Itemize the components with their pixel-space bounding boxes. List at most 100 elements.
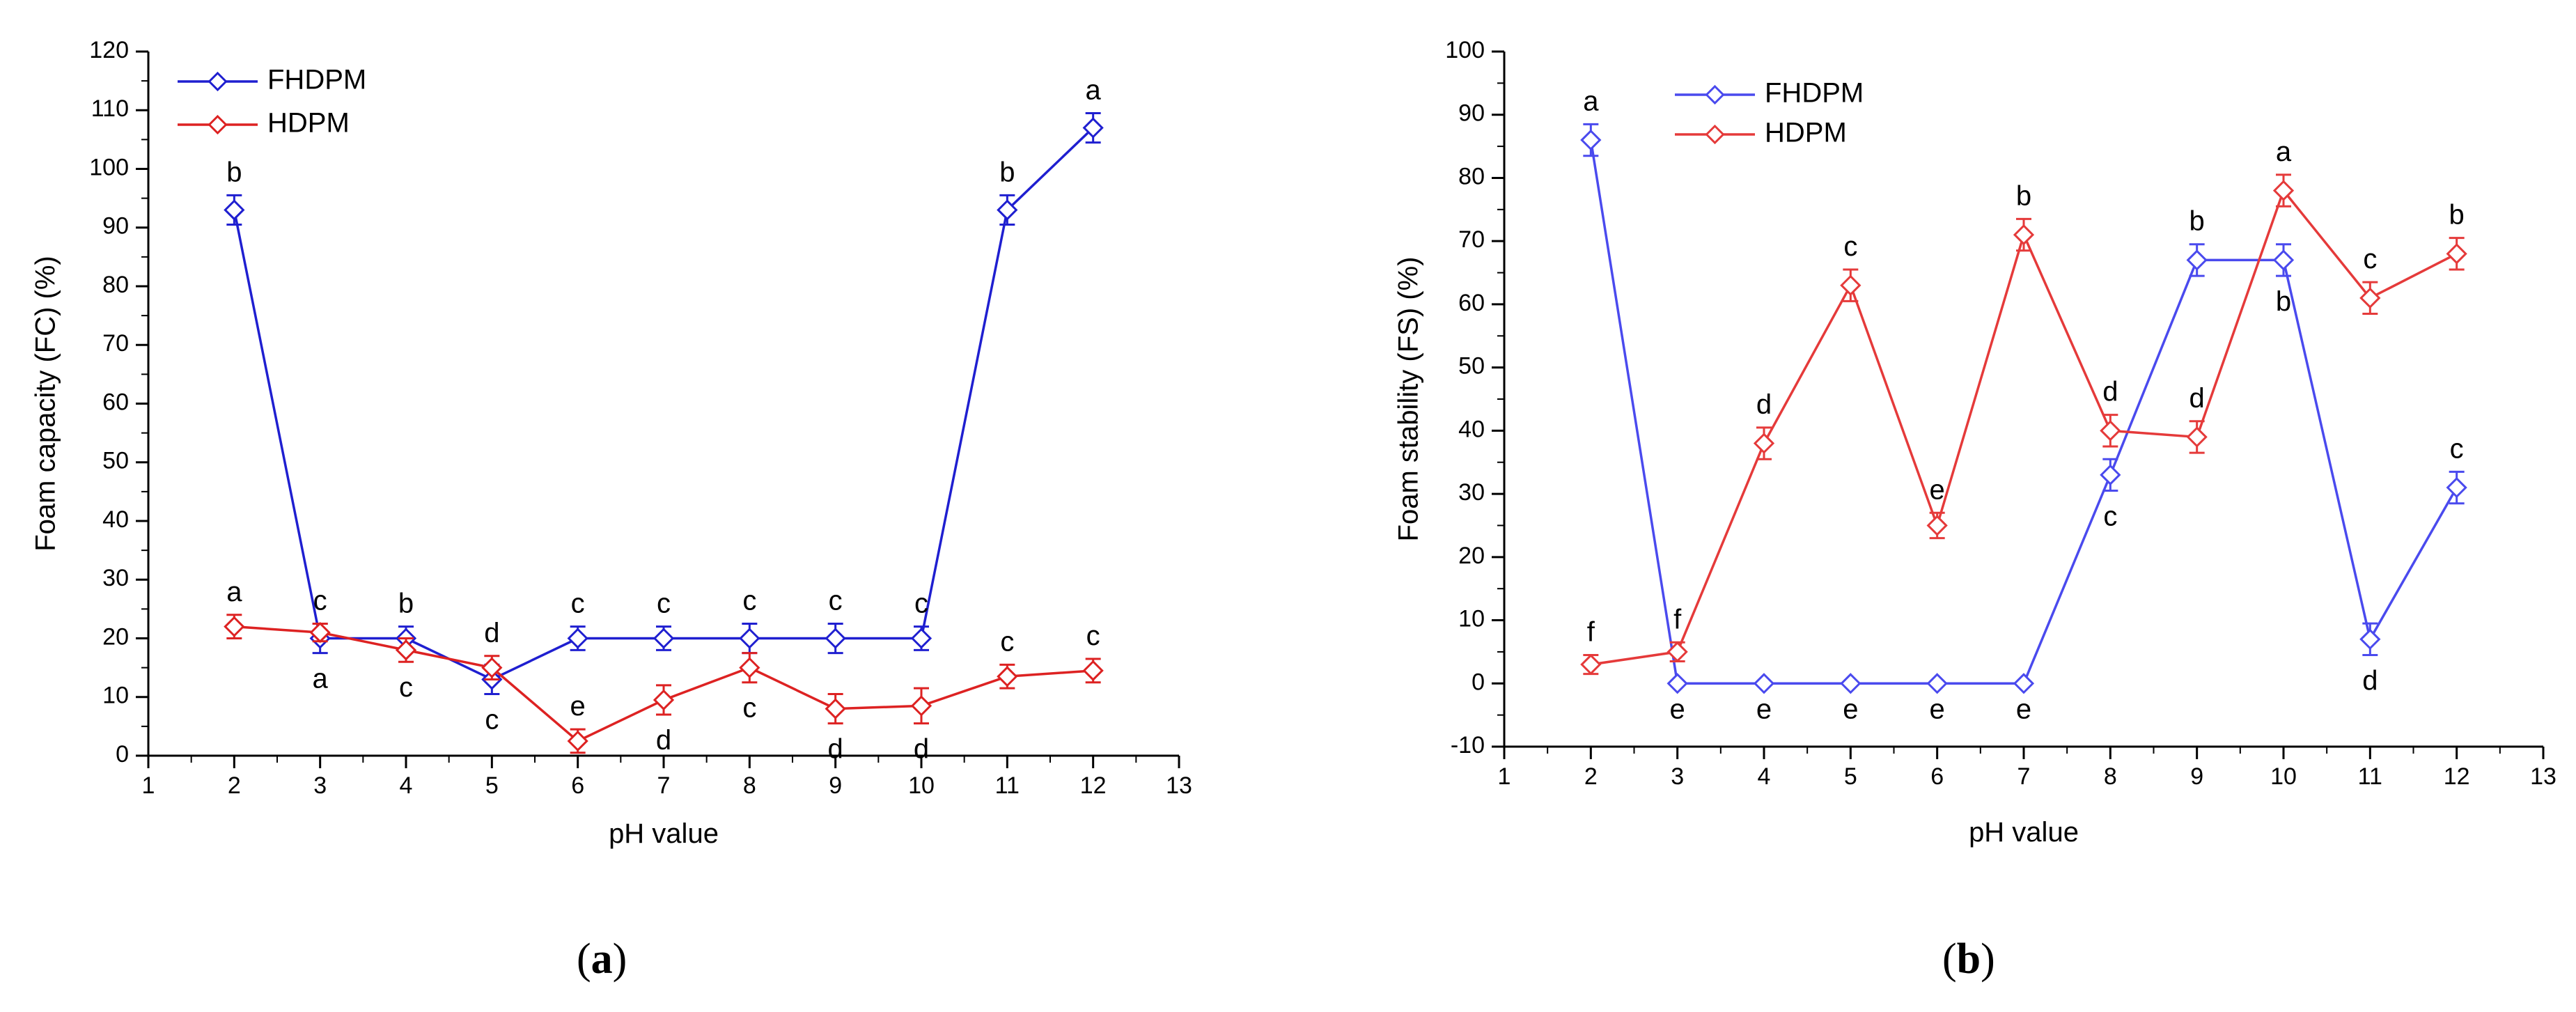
chart-a-y-tick-label: 120 xyxy=(89,37,129,63)
chart-a-x-tick-label: 4 xyxy=(400,772,413,799)
chart-b-series-hdpm-significance-letter: a xyxy=(2276,137,2292,167)
chart-b-y-axis-label: Foam stability (FS) (%) xyxy=(1394,257,1424,542)
chart-b-series-hdpm-point xyxy=(1926,515,1948,536)
chart-b-series-hdpm-point xyxy=(2186,426,2208,448)
chart-b-series-hdpm-significance-letter: c xyxy=(2363,244,2377,274)
chart-a-series-hdpm-legend-label: HDPM xyxy=(267,108,350,139)
chart-b-series-hdpm-point xyxy=(2013,224,2035,246)
chart-a-y-tick-label: 40 xyxy=(102,506,129,533)
chart-b-series-hdpm-significance-letter: f xyxy=(1587,616,1595,647)
chart-b-series-fhdpm-significance-letter: b xyxy=(2189,206,2205,237)
chart-b-x-tick-label: 10 xyxy=(2270,763,2297,790)
chart-a-y-tick-label: 80 xyxy=(102,272,129,298)
chart-a-x-tick-label: 11 xyxy=(995,772,1020,799)
chart-b-y-tick-label: 30 xyxy=(1458,479,1485,506)
chart-a-series-hdpm-point xyxy=(1082,660,1104,681)
chart-a-x-tick-label: 9 xyxy=(829,772,842,799)
chart-b-x-axis-label: pH value xyxy=(1969,817,2079,848)
chart-b-series-hdpm-point xyxy=(1753,433,1775,454)
chart-b-x-tick-label: 13 xyxy=(2530,763,2557,790)
chart-a-series-hdpm-significance-letter: c xyxy=(399,672,413,703)
chart-b-series-fhdpm-significance-letter: c xyxy=(2450,433,2464,464)
chart-a-series-hdpm-significance-letter: c xyxy=(742,693,756,724)
chart-b-x-tick-label: 9 xyxy=(2190,763,2203,790)
chart-a-y-tick-label: 100 xyxy=(89,154,129,180)
chart-b-y-tick-label: 90 xyxy=(1458,100,1485,127)
chart-a-series-fhdpm-significance-letter: a xyxy=(313,664,329,694)
chart-a-series-fhdpm-significance-letter: b xyxy=(226,157,242,187)
chart-a-series-fhdpm-point xyxy=(1082,117,1104,139)
chart-a-series-hdpm-point xyxy=(910,695,932,717)
chart-b-series-hdpm-point xyxy=(2100,420,2121,442)
chart-a-series-fhdpm-point xyxy=(825,628,846,649)
chart-a-series-fhdpm-significance-letter: b xyxy=(999,157,1015,187)
chart-b-series-fhdpm-significance-letter: e xyxy=(1670,694,1685,724)
chart-b-series-hdpm-significance-letter: d xyxy=(2102,377,2118,407)
chart-a-series-hdpm-significance-letter: d xyxy=(484,618,499,648)
chart-b-series-hdpm-point xyxy=(1580,653,1602,676)
chart-a-series-hdpm-point xyxy=(567,730,588,752)
chart-a-series-fhdpm-significance-letter: c xyxy=(485,705,499,735)
chart-b-series-fhdpm-significance-letter: b xyxy=(2276,286,2291,317)
chart-b-series-hdpm-point xyxy=(1666,641,1688,663)
chart-b-x-tick-label: 3 xyxy=(1671,763,1684,790)
chart-b-series-fhdpm-point xyxy=(1666,673,1688,694)
chart-b-series-hdpm-line xyxy=(1591,188,2458,666)
chart-b-series-fhdpm-significance-letter: e xyxy=(2016,694,2031,724)
chart-b-y-tick-label: 40 xyxy=(1458,416,1485,442)
chart-b-series-hdpm-significance-letter: c xyxy=(1843,231,1857,262)
chart-b-series-hdpm-point xyxy=(1840,274,1861,296)
chart-a-y-tick-label: 90 xyxy=(102,213,129,240)
chart-b-series-hdpm-significance-letter: d xyxy=(1756,389,1772,420)
chart-a-series-fhdpm-significance-letter: c xyxy=(829,585,843,616)
chart-a-x-tick-label: 8 xyxy=(743,772,756,799)
chart-b-x-tick-label: 7 xyxy=(2017,763,2031,790)
chart-a-series-fhdpm-point xyxy=(910,628,932,649)
chart-a-series-hdpm-significance-letter: d xyxy=(656,725,671,756)
chart-b-x-tick-label: 6 xyxy=(1930,763,1944,790)
chart-a-series-fhdpm-point xyxy=(567,628,588,649)
chart-a-series-hdpm-significance-letter: e xyxy=(570,691,586,722)
chart-b-series-fhdpm-significance-letter: a xyxy=(1583,86,1599,116)
chart-a-x-tick-label: 12 xyxy=(1080,772,1107,799)
chart-a-series-hdpm-point xyxy=(309,621,331,644)
chart-a-series-fhdpm-significance-letter: a xyxy=(1086,75,1102,105)
chart-a-series-fhdpm-significance-letter: c xyxy=(914,589,928,619)
chart-b-series-fhdpm-point xyxy=(1840,673,1861,694)
chart-b-y-tick-label: 100 xyxy=(1445,37,1485,63)
chart-b-series-fhdpm-significance-letter: e xyxy=(1756,694,1772,724)
chart-a-series-hdpm-point xyxy=(653,689,675,711)
chart-b-y-tick-label: 70 xyxy=(1458,226,1485,253)
chart-a-y-tick-label: 20 xyxy=(102,623,129,650)
chart-a-y-tick-label: 30 xyxy=(102,565,129,591)
chart-b-series-hdpm-point xyxy=(2359,287,2381,309)
chart-a-y-tick-label: 0 xyxy=(116,741,129,768)
chart-a-series-hdpm-significance-letter: c xyxy=(1086,621,1100,651)
chart-a-series-fhdpm-point xyxy=(653,628,675,649)
chart-a-series-fhdpm-legend-label: FHDPM xyxy=(267,65,366,95)
chart-a-series-hdpm-significance-letter: a xyxy=(226,577,242,607)
chart-b-y-tick-label: -10 xyxy=(1451,732,1485,758)
chart-a-series-fhdpm-significance-letter: b xyxy=(398,589,414,619)
chart-a-series-fhdpm-legend-marker xyxy=(208,71,228,92)
chart-a-series-hdpm-point xyxy=(395,639,417,661)
chart-b-x-tick-label: 1 xyxy=(1498,763,1511,790)
chart-b-series-fhdpm-point xyxy=(2013,673,2035,694)
chart-a-series-fhdpm-significance-letter: c xyxy=(742,585,756,616)
chart-b-series-fhdpm-point xyxy=(2446,476,2467,499)
chart-b-y-tick-label: 50 xyxy=(1458,353,1485,380)
chart-b-series-fhdpm-point xyxy=(2359,628,2381,650)
chart-b-x-tick-label: 12 xyxy=(2444,763,2470,790)
chart-b-y-tick-label: 10 xyxy=(1458,606,1485,632)
chart-a-series-hdpm-point xyxy=(739,657,760,678)
chart-b-series-fhdpm-significance-letter: d xyxy=(2362,665,2378,696)
chart-b-series-hdpm-legend-marker xyxy=(1705,124,1725,145)
chart-a-x-tick-label: 1 xyxy=(142,772,155,799)
chart-b-series-fhdpm-legend-marker xyxy=(1705,84,1725,105)
chart-b-series-hdpm-significance-letter: f xyxy=(1673,604,1682,635)
chart-a-series-fhdpm-point xyxy=(224,199,245,221)
chart-b-x-tick-label: 4 xyxy=(1758,763,1771,790)
chart-b-series-hdpm-point xyxy=(2272,180,2295,201)
chart-a-x-tick-label: 5 xyxy=(485,772,499,799)
